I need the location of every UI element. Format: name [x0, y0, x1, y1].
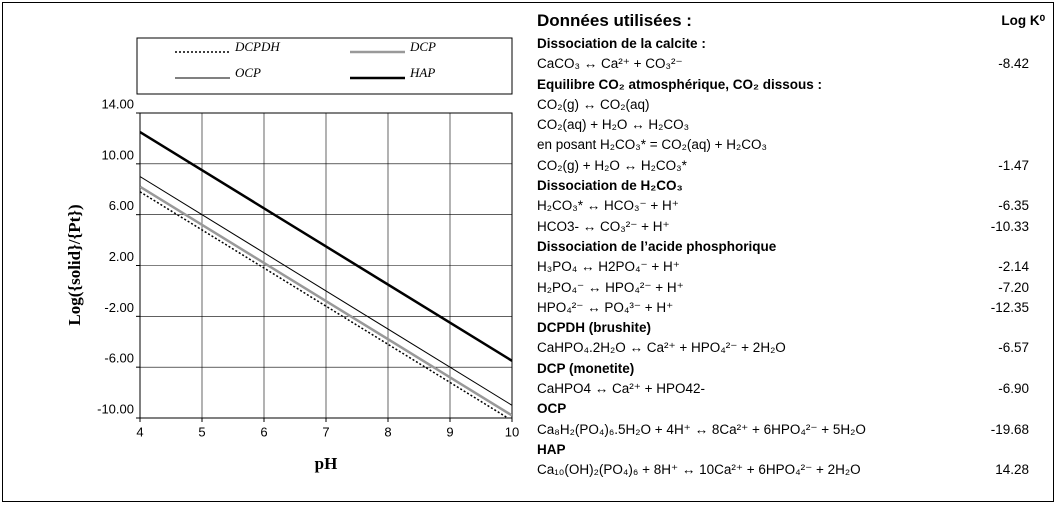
reaction: Ca₈H₂(PO₄)₆.5H₂O + 4H⁺ ↔ 8Ca²⁺ + 6HPO₄²⁻… — [537, 421, 866, 437]
reaction-row: CO₂(g) ↔ CO₂(aq) — [537, 95, 1045, 115]
legend-label: DCPDH — [234, 39, 280, 54]
reaction-row: CaHPO4 ↔ Ca²⁺ + HPO42- -6.90 — [537, 379, 1045, 399]
y-tick-label: -6.00 — [104, 351, 134, 366]
y-tick-label: 2.00 — [109, 249, 134, 264]
legend-label: OCP — [235, 65, 261, 80]
reaction-row: CaHPO₄.2H₂O ↔ Ca²⁺ + HPO₄²⁻ + 2H₂O -6.57 — [537, 338, 1045, 358]
reaction-row: H₂PO₄⁻ ↔ HPO₄²⁻ + H⁺ -7.20 — [537, 278, 1045, 298]
reaction: CaHPO₄.2H₂O ↔ Ca²⁺ + HPO₄²⁻ + 2H₂O — [537, 340, 786, 356]
reaction: HCO3- ↔ CO₃²⁻ + H⁺ — [537, 218, 670, 234]
section-title-row: OCP — [537, 399, 1045, 419]
y-tick-label: -2.00 — [104, 300, 134, 315]
reaction: en posant H₂CO₃* = CO₂(aq) + H₂CO₃ — [537, 137, 768, 153]
log-k: -19.68 — [990, 421, 1029, 437]
log-k: -1.47 — [998, 157, 1029, 173]
reaction-row: H₂CO₃* ↔ HCO₃⁻ + H⁺ -6.35 — [537, 196, 1045, 216]
log-k: 14.28 — [995, 462, 1029, 478]
section-title: OCP — [537, 401, 567, 417]
y-tick-label: 10.00 — [101, 147, 134, 162]
reaction-row: Ca₁₀(OH)₂(PO₄)₆ + 8H⁺ ↔ 10Ca²⁺ + 6HPO₄²⁻… — [537, 460, 1045, 480]
section-title-row: Dissociation de la calcite : — [537, 34, 1045, 54]
log-k: -6.35 — [998, 198, 1029, 214]
y-axis-label: Log({solid}/{Pt}) — [65, 204, 84, 325]
x-tick-label: 7 — [322, 424, 329, 439]
series-line — [140, 176, 512, 406]
y-tick-label: -10.00 — [97, 401, 134, 416]
x-tick-label: 10 — [505, 424, 519, 439]
section-title-row: HAP — [537, 440, 1045, 460]
data-panel: Données utilisées : Log K⁰ Dissociation de… — [537, 8, 1045, 481]
y-tick-label: 6.00 — [109, 198, 134, 213]
x-tick-label: 5 — [198, 424, 205, 439]
section-title: Dissociation de H₂CO₃ — [537, 178, 683, 194]
reaction: CaCO₃ ↔ Ca²⁺ + CO₃²⁻ — [537, 56, 683, 72]
x-axis-label: pH — [315, 454, 338, 473]
reaction-row: CO₂(aq) + H₂O ↔ H₂CO₃ — [537, 115, 1045, 135]
section-title: DCP (monetite) — [537, 360, 635, 376]
series-line — [140, 185, 512, 417]
reaction-row: Ca₈H₂(PO₄)₆.5H₂O + 4H⁺ ↔ 8Ca²⁺ + 6HPO₄²⁻… — [537, 420, 1045, 440]
section-title: Dissociation de l’acide phosphorique — [537, 238, 777, 254]
x-tick-label: 4 — [136, 424, 143, 439]
x-tick-label: 9 — [446, 424, 453, 439]
legend-box — [136, 37, 513, 95]
reaction: CO₂(g) ↔ CO₂(aq) — [537, 96, 650, 112]
panel-title: Données utilisées : — [537, 11, 692, 30]
x-tick-label: 6 — [260, 424, 267, 439]
log-k: -10.33 — [990, 218, 1029, 234]
section-title: Equilibre CO₂ atmosphérique, CO₂ dissous… — [537, 76, 823, 92]
reaction: CO₂(g) + H₂O ↔ H₂CO₃* — [537, 157, 687, 173]
column-header: Log K⁰ — [1001, 13, 1045, 28]
y-tick-label: 14.00 — [101, 96, 134, 111]
legend-label: DCP — [409, 39, 436, 54]
reaction-row: en posant H₂CO₃* = CO₂(aq) + H₂CO₃ — [537, 135, 1045, 155]
reaction-row: HCO3- ↔ CO₃²⁻ + H⁺ -10.33 — [537, 217, 1045, 237]
reaction-row: CO₂(g) + H₂O ↔ H₂CO₃* -1.47 — [537, 156, 1045, 176]
section-title-row: DCP (monetite) — [537, 359, 1045, 379]
reaction: Ca₁₀(OH)₂(PO₄)₆ + 8H⁺ ↔ 10Ca²⁺ + 6HPO₄²⁻… — [537, 462, 861, 478]
section-title-row: Dissociation de l’acide phosphorique — [537, 237, 1045, 257]
reaction: HPO₄²⁻ ↔ PO₄³⁻ + H⁺ — [537, 299, 674, 315]
section-title-row: Dissociation de H₂CO₃ — [537, 176, 1045, 196]
section-title-row: Equilibre CO₂ atmosphérique, CO₂ dissous… — [537, 75, 1045, 95]
reaction-row: HPO₄²⁻ ↔ PO₄³⁻ + H⁺ -12.35 — [537, 298, 1045, 318]
panel-header: Données utilisées : Log K⁰ — [537, 8, 1045, 34]
series-line — [140, 130, 512, 362]
log-k: -6.90 — [998, 381, 1029, 397]
reaction: H₂PO₄⁻ ↔ HPO₄²⁻ + H⁺ — [537, 279, 684, 295]
reaction: CaHPO4 ↔ Ca²⁺ + HPO42- — [537, 381, 706, 397]
log-k: -6.57 — [998, 340, 1029, 356]
log-k: -8.42 — [998, 56, 1029, 72]
reaction: CO₂(aq) + H₂O ↔ H₂CO₃ — [537, 117, 690, 133]
section-title: HAP — [537, 441, 566, 457]
log-k: -7.20 — [998, 279, 1029, 295]
series-line — [140, 191, 510, 418]
reaction: H₂CO₃* ↔ HCO₃⁻ + H⁺ — [537, 198, 679, 214]
log-k: -12.35 — [990, 299, 1029, 315]
legend-label: HAP — [409, 65, 435, 80]
section-title: DCPDH (brushite) — [537, 320, 651, 336]
x-tick-label: 8 — [384, 424, 391, 439]
chart: Log({solid}/{Pt}) pH -10.00 -6.00 -2.00 2.0… — [65, 37, 519, 473]
reaction-row: CaCO₃ ↔ Ca²⁺ + CO₃²⁻ -8.42 — [537, 54, 1045, 74]
plot-frame — [139, 112, 513, 419]
section-title-row: DCPDH (brushite) — [537, 318, 1045, 338]
log-k: -2.14 — [998, 259, 1029, 275]
reaction: H₃PO₄ ↔ H2PO₄⁻ + H⁺ — [537, 259, 680, 275]
section-title: Dissociation de la calcite : — [537, 36, 706, 51]
reaction-row: H₃PO₄ ↔ H2PO₄⁻ + H⁺ -2.14 — [537, 257, 1045, 277]
